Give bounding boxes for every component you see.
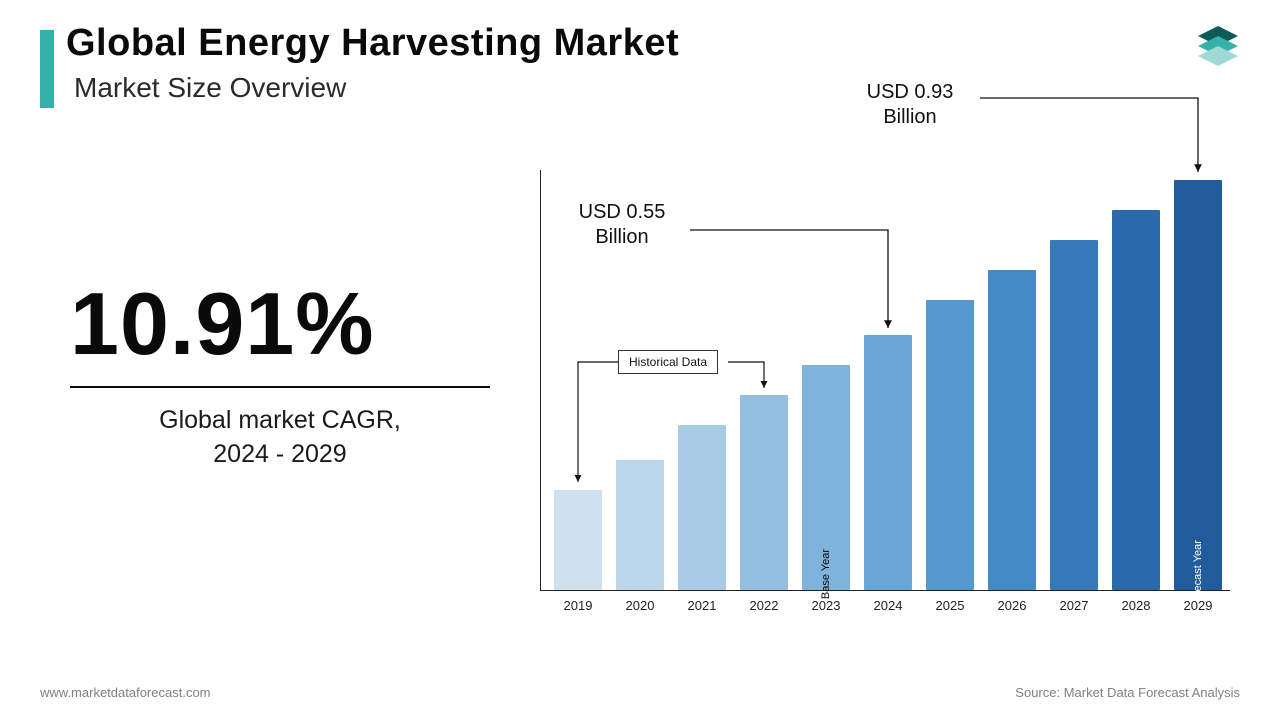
callout-base-year-line2: Billion bbox=[595, 226, 648, 248]
cagr-value: 10.91% bbox=[70, 280, 490, 368]
bar-2019 bbox=[554, 490, 602, 590]
bar-2024 bbox=[864, 335, 912, 590]
callout-forecast-year-line1: USD 0.93 bbox=[867, 81, 954, 103]
bar-2027 bbox=[1050, 240, 1098, 590]
bar-2026 bbox=[988, 270, 1036, 590]
infographic-page: Global Energy Harvesting Market Market S… bbox=[0, 0, 1280, 720]
bar-2025 bbox=[926, 300, 974, 590]
x-label-2028: 2028 bbox=[1105, 598, 1167, 613]
footer-source: Source: Market Data Forecast Analysis bbox=[1015, 685, 1240, 700]
bar-2020 bbox=[616, 460, 664, 590]
x-label-2027: 2027 bbox=[1043, 598, 1105, 613]
bar-2028 bbox=[1112, 210, 1160, 590]
x-label-2019: 2019 bbox=[547, 598, 609, 613]
market-size-bar-chart: 2019202020212022Base Year202320242025202… bbox=[540, 170, 1240, 610]
page-subtitle: Market Size Overview bbox=[74, 72, 346, 104]
callout-forecast-year: USD 0.93 Billion bbox=[840, 80, 980, 130]
brand-logo bbox=[1190, 22, 1246, 83]
page-title: Global Energy Harvesting Market bbox=[66, 22, 679, 65]
x-label-2024: 2024 bbox=[857, 598, 919, 613]
bar-2022 bbox=[740, 395, 788, 590]
bar-2023: Base Year bbox=[802, 365, 850, 590]
kpi-divider bbox=[70, 386, 490, 388]
callout-forecast-year-line2: Billion bbox=[883, 106, 936, 128]
historical-data-label-box: Historical Data bbox=[618, 350, 718, 374]
title-accent-bar bbox=[40, 30, 54, 108]
cagr-caption: Global market CAGR, 2024 - 2029 bbox=[70, 404, 490, 472]
x-label-2029: 2029 bbox=[1167, 598, 1229, 613]
callout-base-year-line1: USD 0.55 bbox=[579, 201, 666, 223]
kpi-block: 10.91% Global market CAGR, 2024 - 2029 bbox=[70, 280, 490, 472]
cagr-caption-line1: Global market CAGR, bbox=[159, 406, 401, 434]
x-label-2025: 2025 bbox=[919, 598, 981, 613]
layers-icon bbox=[1190, 22, 1246, 78]
bar-2021 bbox=[678, 425, 726, 590]
arrow-to-2029-bar bbox=[980, 98, 1198, 172]
x-label-2023: 2023 bbox=[795, 598, 857, 613]
x-label-2020: 2020 bbox=[609, 598, 671, 613]
x-label-2021: 2021 bbox=[671, 598, 733, 613]
x-label-2026: 2026 bbox=[981, 598, 1043, 613]
callout-base-year: USD 0.55 Billion bbox=[552, 200, 692, 250]
x-label-2022: 2022 bbox=[733, 598, 795, 613]
cagr-caption-line2: 2024 - 2029 bbox=[213, 440, 346, 468]
footer-url: www.marketdataforecast.com bbox=[40, 685, 211, 700]
x-axis bbox=[540, 590, 1230, 591]
bar-inlabel-2023: Base Year bbox=[820, 549, 832, 599]
bar-2029: Forecast Year bbox=[1174, 180, 1222, 590]
